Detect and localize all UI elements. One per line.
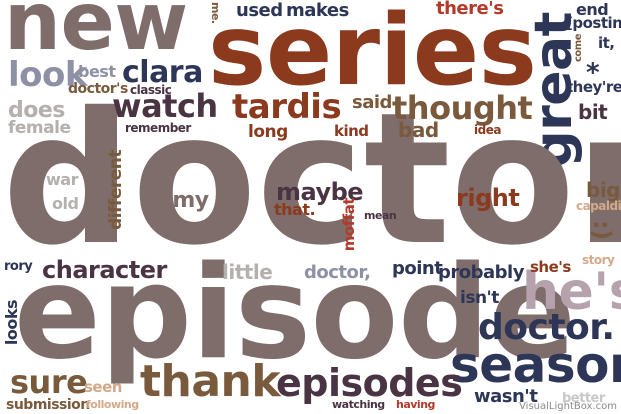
word-come: come	[573, 34, 584, 62]
word-posting: [posting	[566, 14, 621, 32]
word-rory: rory	[4, 259, 33, 274]
word-theyre: they're	[566, 78, 621, 96]
word-watch: watch	[112, 87, 218, 125]
word-long: long	[248, 122, 288, 142]
word-look: look	[8, 55, 87, 95]
word-right: right	[456, 184, 520, 212]
word-seen: seen	[84, 378, 122, 396]
word-having: having	[396, 398, 435, 411]
word-shes: she's	[530, 258, 571, 276]
word-classic: classic	[130, 83, 172, 97]
word-doctor-period: doctor.	[478, 307, 615, 348]
word-amy: amy	[158, 188, 209, 213]
word-better: better	[562, 391, 605, 406]
word-watching: watching	[332, 398, 385, 411]
word-big: big	[586, 178, 621, 202]
word-bad: bad	[398, 118, 439, 142]
word-doctors: doctor's	[68, 81, 128, 97]
word-little: little	[222, 260, 273, 284]
word-isnt: isn't	[460, 288, 499, 308]
word-thank: thank	[140, 356, 281, 407]
word-moffat: moffat	[340, 198, 358, 252]
word-asterisk: *	[586, 58, 600, 88]
word-sure: sure	[10, 363, 88, 401]
word-old: old	[52, 194, 79, 213]
word-idea: idea	[474, 123, 501, 137]
word-best: best	[78, 62, 116, 81]
word-following: following	[86, 398, 139, 411]
word-probably: probably	[438, 262, 524, 283]
word-it: it,	[598, 34, 615, 52]
word-new: new	[4, 0, 188, 68]
word-female: female	[8, 118, 71, 138]
word-episodes: episodes	[276, 361, 463, 405]
word-thought: thought	[392, 89, 533, 127]
word-episode: episode	[14, 239, 576, 388]
word-mean: mean	[364, 209, 397, 222]
word-doctor: doctor	[2, 73, 621, 285]
watermark-credit: VisualLightBox.com	[519, 401, 617, 412]
word-remember: remember	[125, 121, 191, 135]
word-kind: kind	[334, 122, 369, 140]
word-bit: bit	[578, 100, 608, 124]
word-smiley: :)	[588, 220, 616, 240]
word-used: used	[236, 0, 283, 21]
word-different: different	[106, 150, 126, 230]
word-hes: he's	[522, 262, 621, 322]
word-character: character	[42, 256, 167, 284]
word-does: does	[8, 98, 65, 123]
word-looks: looks	[2, 300, 21, 346]
word-theres: there's	[436, 0, 504, 19]
word-end: end	[576, 0, 609, 19]
word-that: that.	[274, 200, 316, 219]
word-makes: makes	[286, 0, 349, 21]
word-story: story	[582, 253, 615, 267]
word-season: season	[450, 336, 621, 394]
word-doctor-comma: doctor,	[304, 262, 371, 283]
word-said: said	[352, 92, 392, 113]
word-capaldi: capaldi	[576, 199, 621, 213]
word-submission: submission	[6, 397, 90, 413]
word-me: me.	[209, 2, 222, 24]
word-tardis: tardis	[232, 87, 342, 127]
word-point: point	[392, 258, 443, 279]
word-wasnt: wasn't	[474, 386, 538, 407]
word-clara: clara	[122, 55, 203, 90]
word-maybe: maybe	[276, 178, 364, 206]
word-war: war	[46, 170, 78, 189]
word-series: series	[208, 0, 537, 108]
